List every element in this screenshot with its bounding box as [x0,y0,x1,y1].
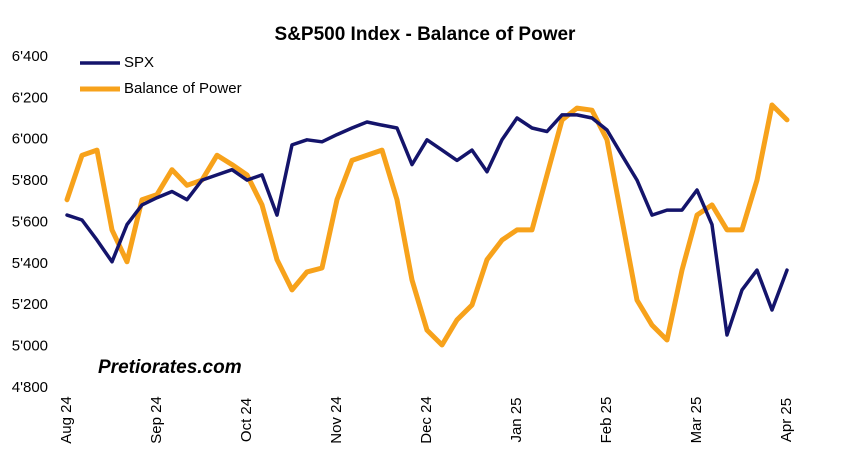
y-tick-label: 4'800 [12,379,48,396]
x-tick-label: Apr 25 [778,398,795,442]
x-tick-label: Jan 25 [508,397,525,442]
legend-label: Balance of Power [124,80,242,97]
y-tick-label: 5'000 [12,338,48,355]
line-series [65,113,789,337]
y-tick-label: 5'400 [12,255,48,272]
chart-title: S&P500 Index - Balance of Power [275,24,577,45]
y-tick-label: 6'000 [12,131,48,148]
watermark: Pretiorates.com [98,357,242,378]
y-tick-label: 5'800 [12,172,48,189]
x-tick-label: Oct 24 [238,398,255,442]
y-tick-label: 6'200 [12,89,48,106]
y-tick-label: 6'400 [12,48,48,65]
x-tick-label: Feb 25 [598,397,615,444]
y-tick-label: 5'600 [12,213,48,230]
y-tick-label: 5'200 [12,296,48,313]
legend-label: SPX [124,54,154,71]
x-tick-label: Dec 24 [418,396,435,444]
x-tick-label: Nov 24 [328,396,345,444]
line-series [64,102,790,348]
x-tick-label: Sep 24 [148,396,165,444]
x-tick-label: Aug 24 [58,396,75,444]
x-tick-label: Mar 25 [688,397,705,444]
